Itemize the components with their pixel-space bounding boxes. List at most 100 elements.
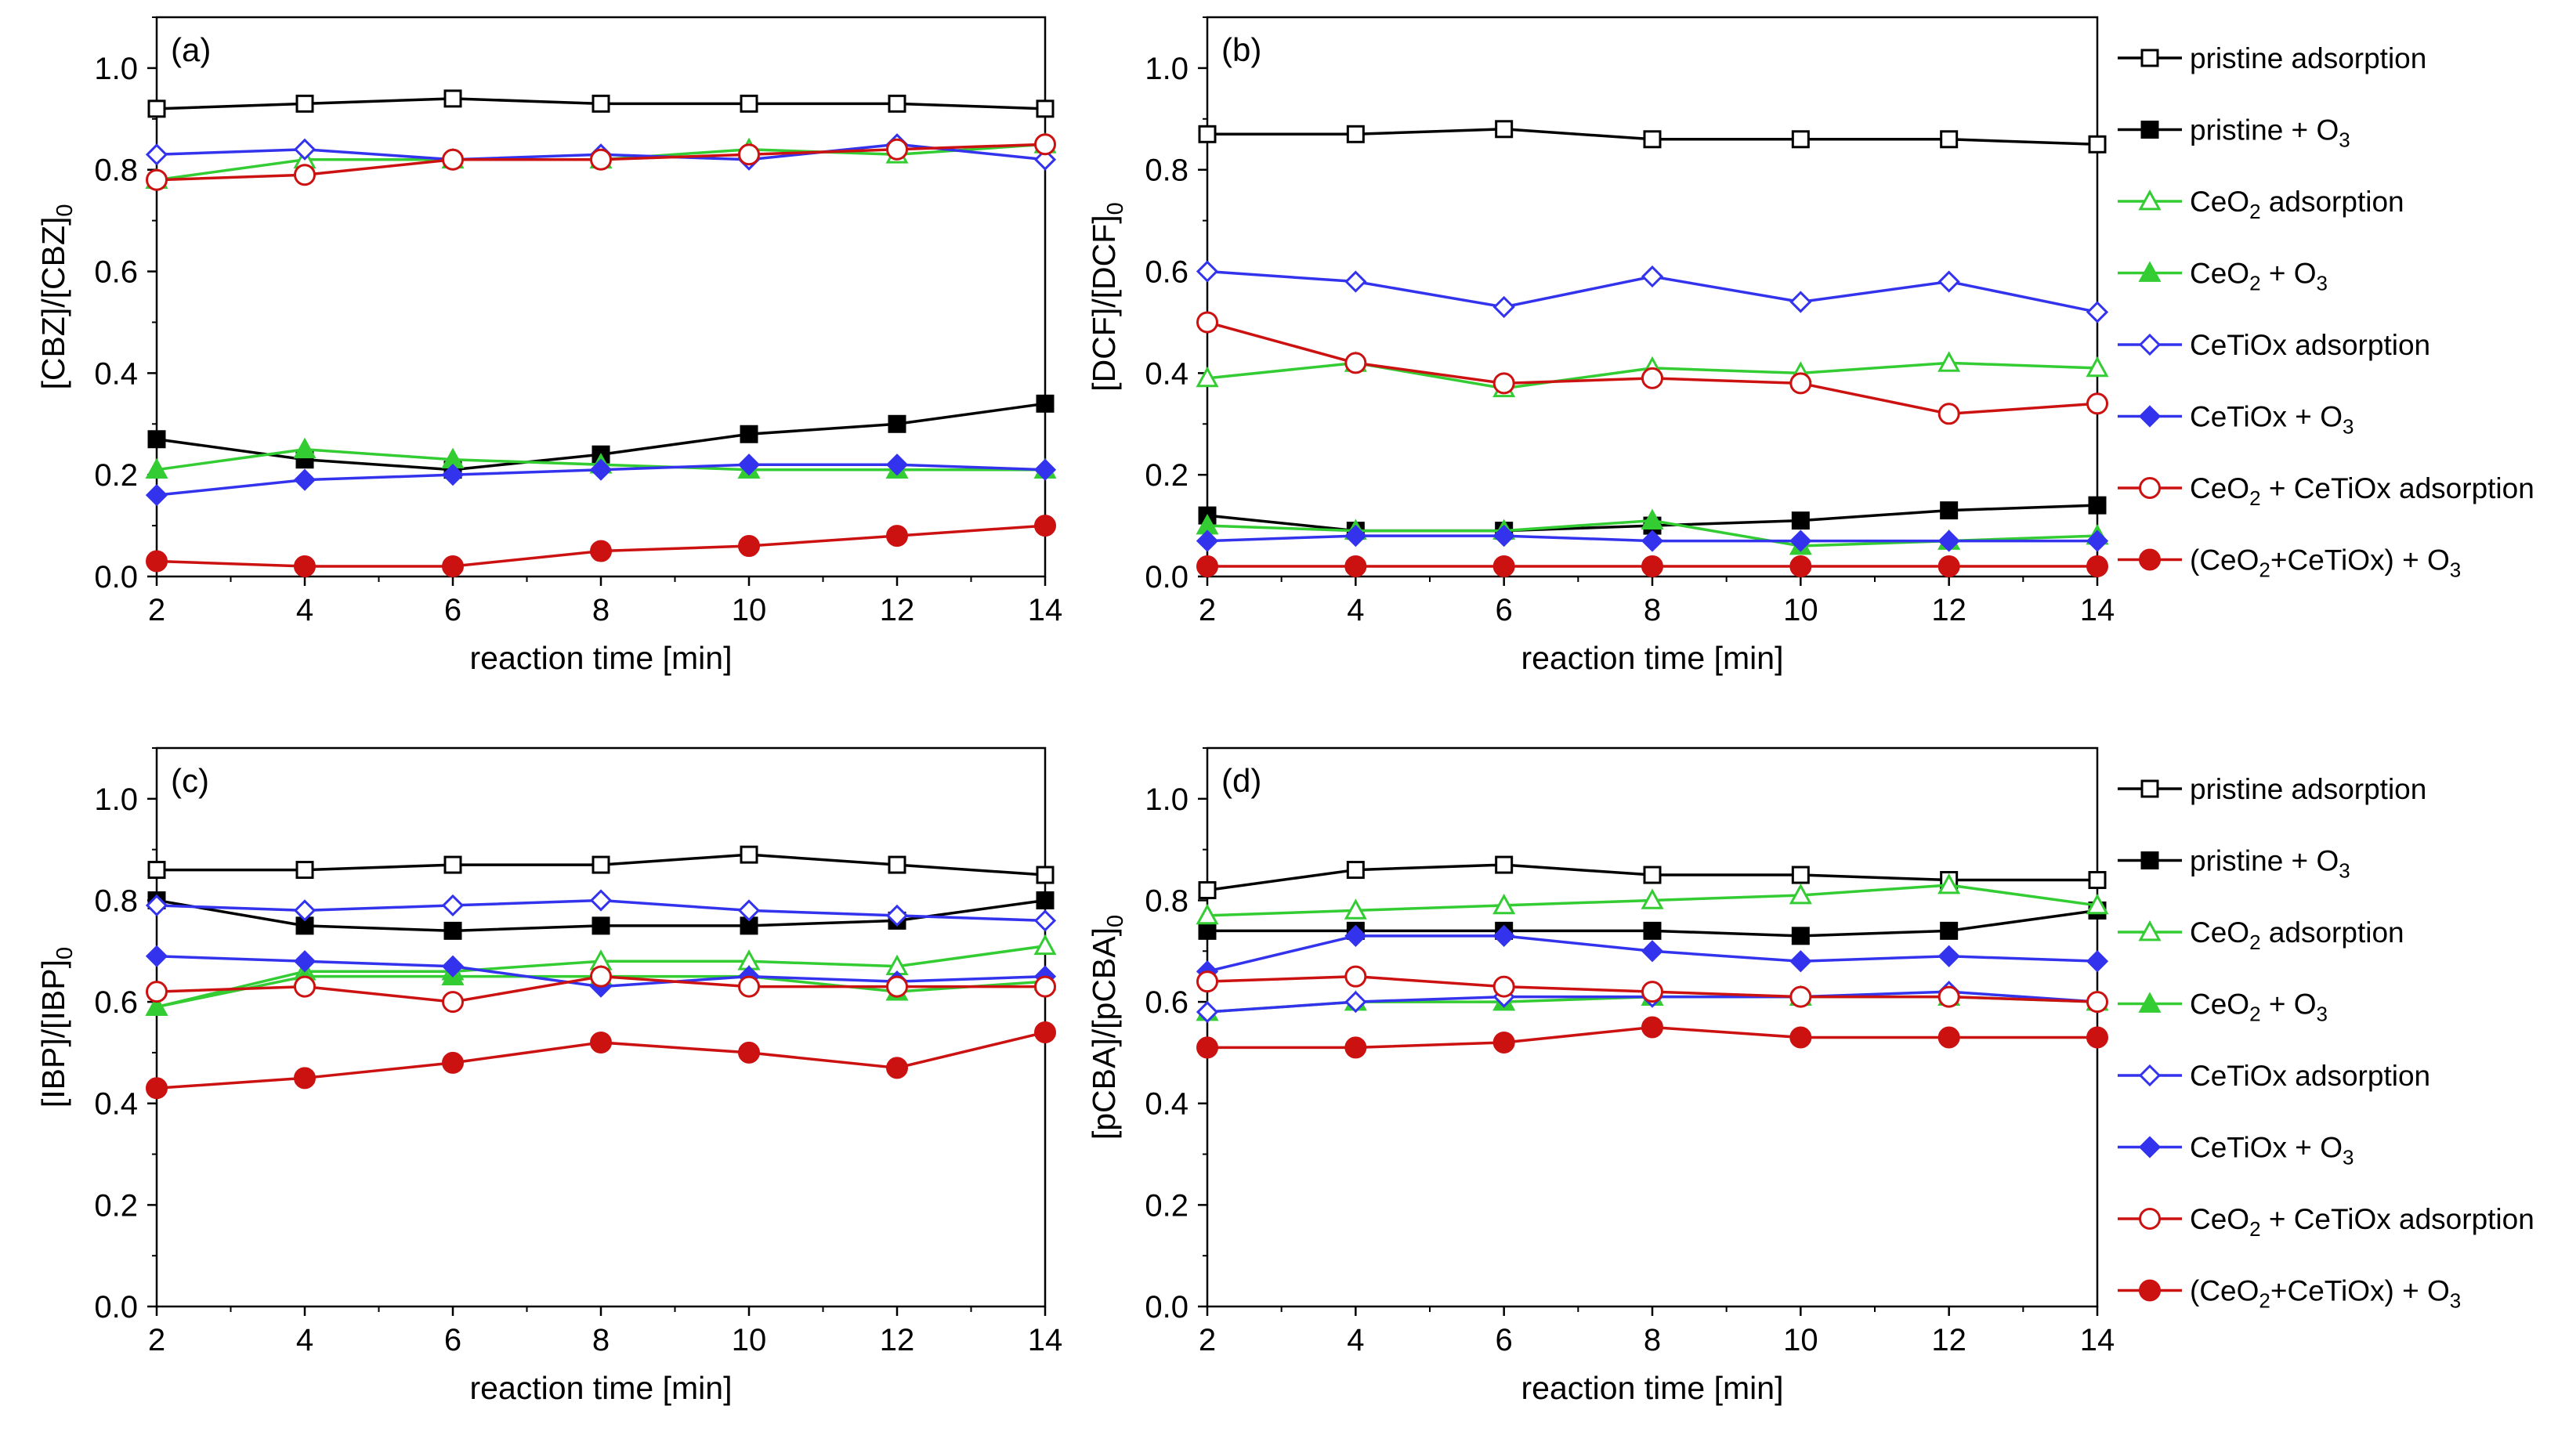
data-point bbox=[2086, 893, 2109, 915]
y-tick-label: 1.0 bbox=[94, 782, 138, 817]
data-point bbox=[145, 143, 168, 166]
legend-label-text: + CeTiOx adsorption bbox=[2261, 472, 2534, 504]
data-point bbox=[1198, 880, 1217, 899]
legend-marker bbox=[2138, 333, 2162, 356]
legend-marker bbox=[2140, 121, 2159, 139]
data-point bbox=[1196, 1036, 1218, 1059]
data-point bbox=[1937, 945, 1960, 967]
data-point bbox=[1789, 291, 1812, 313]
data-point bbox=[443, 921, 462, 940]
data-point bbox=[147, 99, 166, 118]
data-point bbox=[293, 468, 317, 491]
y-axis-label-main: [CBZ]/[CBZ] bbox=[35, 217, 71, 390]
x-tick-label: 6 bbox=[444, 593, 461, 627]
legend-label-sub: 2 bbox=[2249, 272, 2260, 295]
legend-label-sub: 2 bbox=[2249, 486, 2260, 510]
data-point bbox=[1492, 1031, 1515, 1053]
legend-label-sub: 2 bbox=[2259, 1289, 2270, 1313]
legend-marker bbox=[2139, 477, 2161, 499]
legend-item: CeTiOx + O3 bbox=[2118, 1132, 2353, 1169]
panel-label: (c) bbox=[171, 762, 209, 799]
data-point bbox=[147, 861, 166, 880]
legend-label-text: +CeTiOx) + O bbox=[2270, 1275, 2450, 1307]
y-tick-label: 0.4 bbox=[94, 1087, 138, 1122]
data-point bbox=[2088, 496, 2107, 515]
legend-label-sub: 3 bbox=[2317, 1003, 2328, 1026]
data-point bbox=[1641, 529, 1664, 552]
legend-label-sub: 3 bbox=[2343, 415, 2353, 439]
data-point bbox=[146, 550, 168, 573]
legend-label-sub: 3 bbox=[2450, 558, 2461, 582]
legend-label: pristine adsorption bbox=[2190, 42, 2426, 74]
data-point bbox=[738, 975, 760, 998]
data-point bbox=[147, 430, 166, 449]
data-point bbox=[1643, 921, 1662, 940]
data-point bbox=[1034, 975, 1056, 998]
data-point bbox=[590, 148, 612, 171]
data-point bbox=[1196, 529, 1219, 552]
data-point bbox=[2086, 356, 2109, 378]
x-tick-label: 2 bbox=[1199, 593, 1216, 627]
legend-marker bbox=[2138, 1136, 2162, 1158]
legend-label-text: CeO bbox=[2190, 472, 2249, 504]
legend-label-sub: 2 bbox=[2249, 200, 2260, 223]
data-point bbox=[1344, 555, 1367, 578]
data-point bbox=[145, 894, 168, 917]
data-point bbox=[1641, 367, 1663, 389]
x-tick-label: 12 bbox=[880, 593, 915, 627]
legend-item: CeO2 adsorption bbox=[2118, 186, 2404, 223]
y-tick-label: 0.8 bbox=[1145, 884, 1189, 918]
series-cetiox-adsorption bbox=[1196, 260, 2109, 323]
data-point bbox=[1789, 555, 1812, 578]
data-point bbox=[145, 995, 168, 1016]
legend-label: CeO2 + CeTiOx adsorption bbox=[2190, 472, 2534, 510]
panel-label: (a) bbox=[171, 31, 211, 68]
data-point bbox=[294, 975, 316, 998]
data-point bbox=[1033, 458, 1057, 481]
x-tick-label: 12 bbox=[1931, 1323, 1966, 1357]
y-tick-label: 0.0 bbox=[1145, 1290, 1189, 1325]
legend-marker bbox=[2139, 1208, 2161, 1230]
data-point bbox=[1344, 270, 1367, 293]
data-point bbox=[592, 916, 610, 935]
data-point bbox=[1641, 981, 1663, 1003]
x-tick-label: 8 bbox=[1644, 1323, 1661, 1357]
y-tick-label: 0.4 bbox=[94, 356, 138, 391]
y-tick-label: 0.6 bbox=[94, 985, 138, 1020]
data-point bbox=[1492, 295, 1515, 319]
data-point bbox=[1937, 270, 1960, 293]
legend-label-text: (CeO bbox=[2190, 544, 2259, 576]
x-tick-label: 14 bbox=[1028, 1323, 1063, 1357]
legend-label-text: + O bbox=[2261, 258, 2317, 290]
legend-label-text: pristine adsorption bbox=[2190, 773, 2426, 805]
legend-item: (CeO2+CeTiOx) + O3 bbox=[2118, 1275, 2461, 1313]
legend-label-sub: 3 bbox=[2339, 128, 2350, 152]
data-point bbox=[1033, 909, 1057, 932]
y-tick-label: 0.2 bbox=[94, 1188, 138, 1223]
y-axis-label-main: [DCF]/[DCF] bbox=[1086, 215, 1122, 391]
series-pristine-adsorption bbox=[147, 845, 1055, 884]
data-point bbox=[1492, 524, 1515, 548]
y-axis-label: [IBP]/[IBP]0 bbox=[35, 947, 78, 1108]
data-point bbox=[1344, 352, 1367, 374]
data-point bbox=[1344, 965, 1367, 988]
data-point bbox=[2086, 529, 2109, 552]
x-tick-label: 8 bbox=[1644, 593, 1661, 627]
legend-label-text: CeO bbox=[2190, 916, 2249, 949]
legend-item: (CeO2+CeTiOx) + O3 bbox=[2118, 544, 2461, 582]
x-axis-label: reaction time [min] bbox=[470, 640, 733, 676]
y-tick-label: 0.4 bbox=[1145, 356, 1189, 391]
data-point bbox=[1344, 990, 1367, 1014]
data-point bbox=[589, 889, 613, 912]
data-point bbox=[737, 454, 761, 476]
y-tick-label: 0.2 bbox=[94, 458, 138, 493]
data-point bbox=[294, 1067, 316, 1090]
data-point bbox=[1641, 555, 1663, 578]
x-tick-label: 14 bbox=[2080, 1323, 2115, 1357]
series-pristine-adsorption bbox=[147, 89, 1055, 118]
chart-panel-b: 0.0 0.2 0.4 0.6 0.8 1.0 2 4 6 8 10 12 14 reaction tim… bbox=[1086, 16, 2115, 676]
y-axis-label-sub: 0 bbox=[1103, 202, 1128, 215]
legend-label-text: CeO bbox=[2190, 988, 2249, 1021]
y-tick-label: 1.0 bbox=[94, 52, 138, 86]
